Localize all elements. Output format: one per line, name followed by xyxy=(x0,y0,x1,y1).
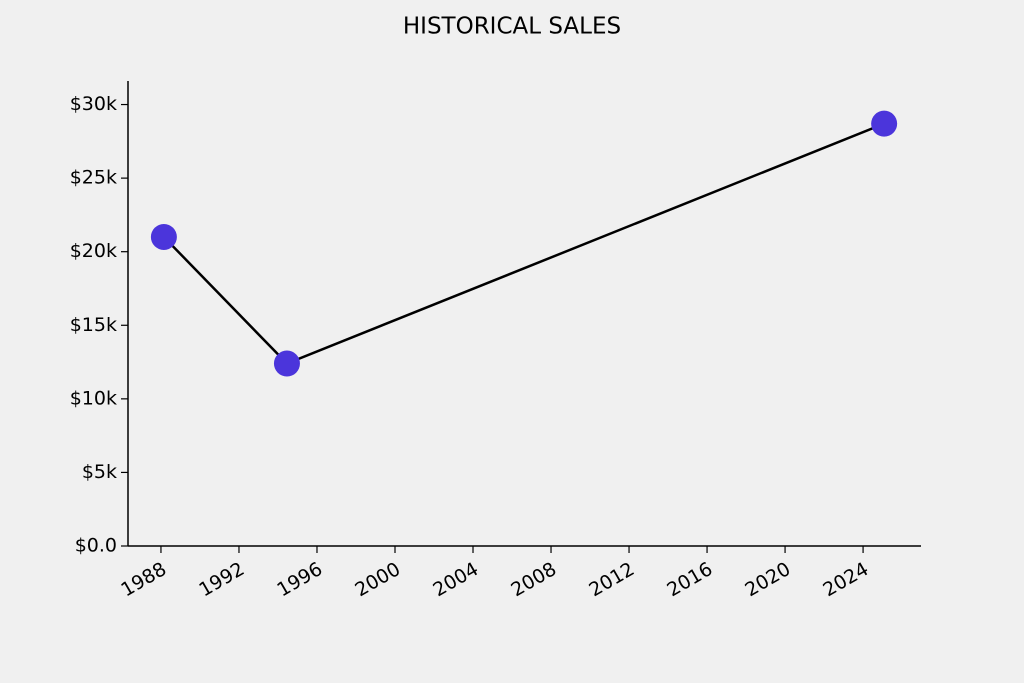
chart-title: HISTORICAL SALES xyxy=(403,14,621,40)
y-tick-label: $25k xyxy=(70,167,117,189)
marker xyxy=(150,223,177,250)
marker xyxy=(871,110,898,137)
y-tick-label: $0.0 xyxy=(75,535,117,557)
marker xyxy=(273,350,300,377)
y-tick-label: $5k xyxy=(82,461,117,483)
y-tick-label: $30k xyxy=(70,93,117,115)
y-tick-label: $15k xyxy=(70,314,117,336)
y-tick-label: $10k xyxy=(70,387,117,409)
y-tick-label: $20k xyxy=(70,240,117,262)
